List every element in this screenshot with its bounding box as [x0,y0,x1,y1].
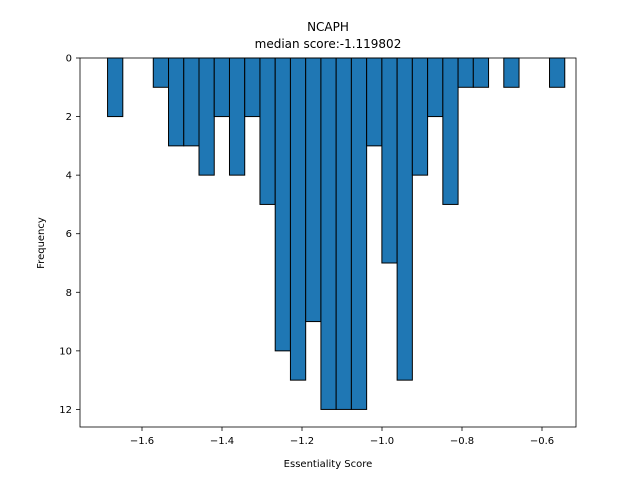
histogram-bar [107,57,124,118]
histogram-bar [320,57,337,410]
x-axis-ticks: −1.6 −1.4 −1.2 −1.0 −0.8 −0.6 [130,427,554,447]
histogram-bar [168,57,185,147]
histogram-bar [198,57,215,176]
x-tick-label: −1.2 [290,436,314,447]
y-axis-ticks: 0 2 4 6 8 10 12 [59,54,80,416]
histogram-bar [183,57,200,147]
histogram-bar [442,57,459,205]
histogram-bar [472,57,490,88]
histogram-bar [228,57,246,176]
plot-frame [79,57,577,428]
histogram-bar [305,57,322,323]
histogram-bar [244,57,261,118]
x-tick-label: −0.8 [450,436,474,447]
x-tick-label: −1.4 [210,436,234,447]
chart-title: NCAPH [307,20,349,34]
histogram-bar [335,57,352,410]
chart-subtitle: median score:-1.119802 [255,37,402,51]
x-tick-label: −0.6 [530,436,554,447]
histogram-bar [152,57,170,88]
histogram-bar [381,57,398,264]
x-tick-label: −1.6 [130,436,154,447]
y-tick-label: 2 [66,112,72,123]
histogram-bar [427,57,444,118]
x-tick-label: −1.0 [370,436,394,447]
y-tick-label: 0 [66,54,72,65]
y-tick-label: 6 [66,229,72,240]
x-axis-label: Essentiality Score [284,459,373,470]
y-axis-label: Frequency [36,217,47,269]
histogram-bar [366,57,383,147]
histogram-bar [289,57,307,381]
y-tick-label: 10 [59,346,72,357]
histogram-bar [457,57,474,88]
histogram-bar [396,57,413,381]
histogram-bar [411,57,429,176]
histogram-bar [503,57,520,88]
y-tick-label: 4 [66,171,72,182]
histogram-bar [259,57,276,205]
y-tick-label: 8 [66,288,72,299]
histogram-bar [549,57,566,88]
histogram-bar [350,57,368,410]
histogram-bar [213,57,230,118]
histogram-bar [274,57,291,352]
y-tick-label: 12 [59,405,72,416]
bars-group [107,57,566,410]
